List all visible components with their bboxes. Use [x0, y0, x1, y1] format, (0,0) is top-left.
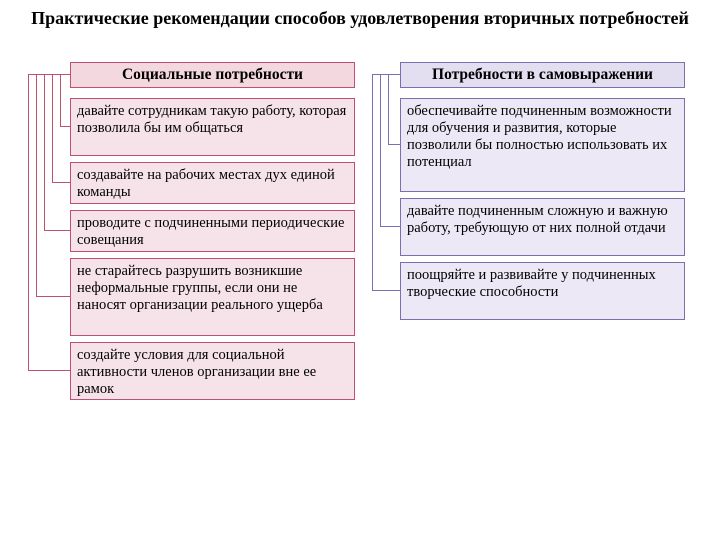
right-bracket-arm-0-1	[372, 290, 400, 291]
left-bracket-spine-3	[52, 74, 53, 182]
left-box-0: давайте сотрудникам такую работу, котора…	[70, 98, 355, 156]
right-box-2: поощряйте и развивайте у подчиненных тво…	[400, 262, 685, 320]
left-bracket-spine-0	[28, 74, 29, 370]
right-bracket-arm-1-1	[380, 226, 400, 227]
left-box-4: создайте условия для социальной активнос…	[70, 342, 355, 400]
page-title: Практические рекомендации способов удовл…	[0, 8, 720, 29]
left-bracket-arm-4-1	[60, 126, 70, 127]
left-bracket-spine-4	[60, 74, 61, 126]
left-box-3: не старайтесь разрушить возникшие неформ…	[70, 258, 355, 336]
right-bracket-spine-0	[372, 74, 373, 290]
left-column-heading: Социальные потребности	[70, 62, 355, 88]
left-bracket-arm-0-1	[28, 370, 70, 371]
right-bracket-arm-2-1	[388, 144, 400, 145]
left-bracket-spine-2	[44, 74, 45, 230]
left-bracket-arm-3-1	[52, 182, 70, 183]
left-box-2: проводите с подчиненными периодические с…	[70, 210, 355, 252]
right-bracket-spine-1	[380, 74, 381, 226]
right-column-heading: Потребности в самовыражении	[400, 62, 685, 88]
left-bracket-arm-2-1	[44, 230, 70, 231]
left-bracket-arm-4-0	[60, 74, 70, 75]
right-box-0: обеспечивайте подчиненным возможности дл…	[400, 98, 685, 192]
right-box-1: давайте подчиненным сложную и важную раб…	[400, 198, 685, 256]
left-bracket-spine-1	[36, 74, 37, 296]
right-bracket-spine-2	[388, 74, 389, 144]
right-bracket-arm-2-0	[388, 74, 400, 75]
left-box-1: создавайте на рабочих местах дух единой …	[70, 162, 355, 204]
left-bracket-arm-1-1	[36, 296, 70, 297]
